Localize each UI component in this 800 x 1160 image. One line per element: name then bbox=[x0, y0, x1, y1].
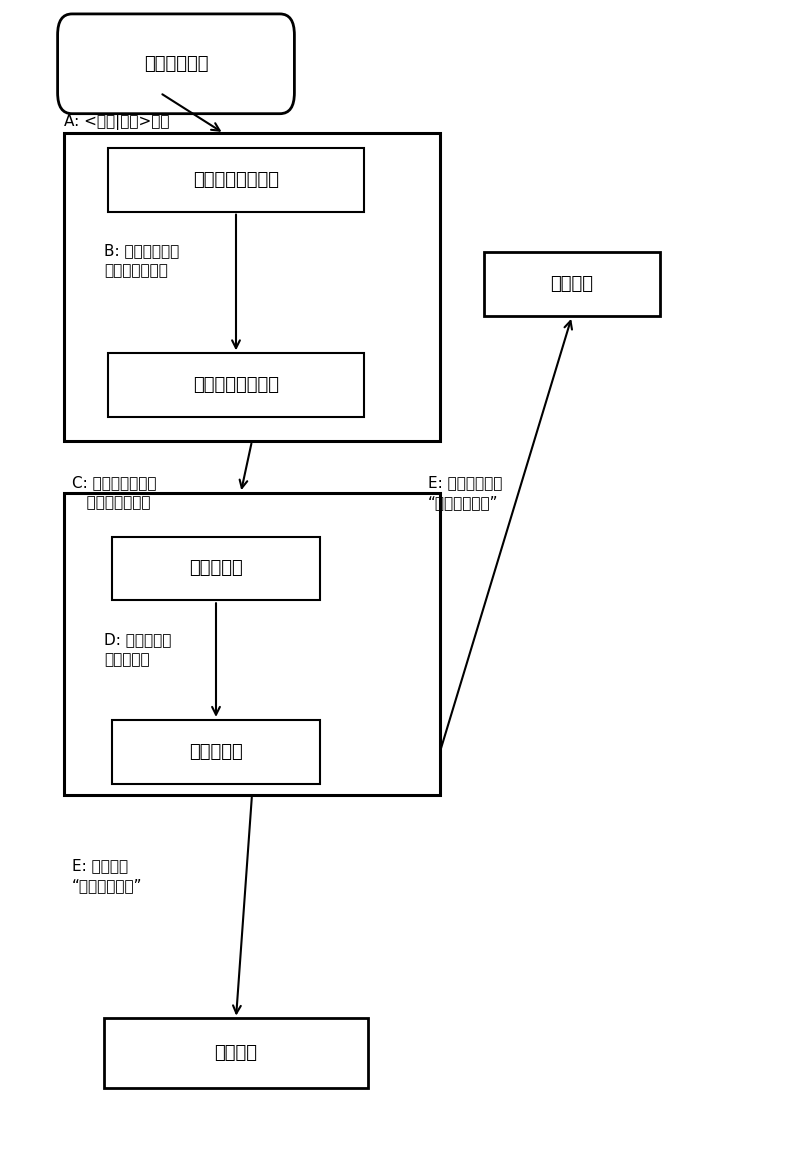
Text: E: 通知底层
“配置发生变化”: E: 通知底层 “配置发生变化” bbox=[72, 858, 142, 893]
Text: C: 直接调用中央配
   置区提供的接口: C: 直接调用中央配 置区提供的接口 bbox=[72, 476, 157, 510]
Text: 程控部分: 程控部分 bbox=[550, 275, 594, 293]
Text: 中央配置区: 中央配置区 bbox=[189, 742, 243, 761]
Text: 人机界面命令接收: 人机界面命令接收 bbox=[193, 171, 279, 189]
Bar bbox=[484, 252, 660, 316]
Text: B: 人机界面命令
解析与命令映射: B: 人机界面命令 解析与命令映射 bbox=[104, 244, 179, 278]
Text: E: 通知程控部分
“配置发生变化”: E: 通知程控部分 “配置发生变化” bbox=[428, 476, 502, 510]
Bar bbox=[64, 493, 440, 795]
Bar bbox=[108, 353, 364, 416]
Text: 底层控制: 底层控制 bbox=[214, 1044, 258, 1063]
Bar bbox=[112, 719, 320, 784]
Text: A: <键盘|鼠标>命令: A: <键盘|鼠标>命令 bbox=[64, 114, 170, 130]
Text: 手动操作动作: 手动操作动作 bbox=[144, 55, 208, 73]
Bar bbox=[112, 537, 320, 601]
FancyBboxPatch shape bbox=[58, 14, 294, 114]
Bar bbox=[104, 1018, 368, 1088]
Bar bbox=[108, 147, 364, 211]
Text: 人机界面命令处理: 人机界面命令处理 bbox=[193, 376, 279, 394]
Bar bbox=[64, 133, 440, 441]
Text: 自适应算法: 自适应算法 bbox=[189, 559, 243, 578]
Text: D: 自适应算法
与数据设置: D: 自适应算法 与数据设置 bbox=[104, 632, 171, 667]
